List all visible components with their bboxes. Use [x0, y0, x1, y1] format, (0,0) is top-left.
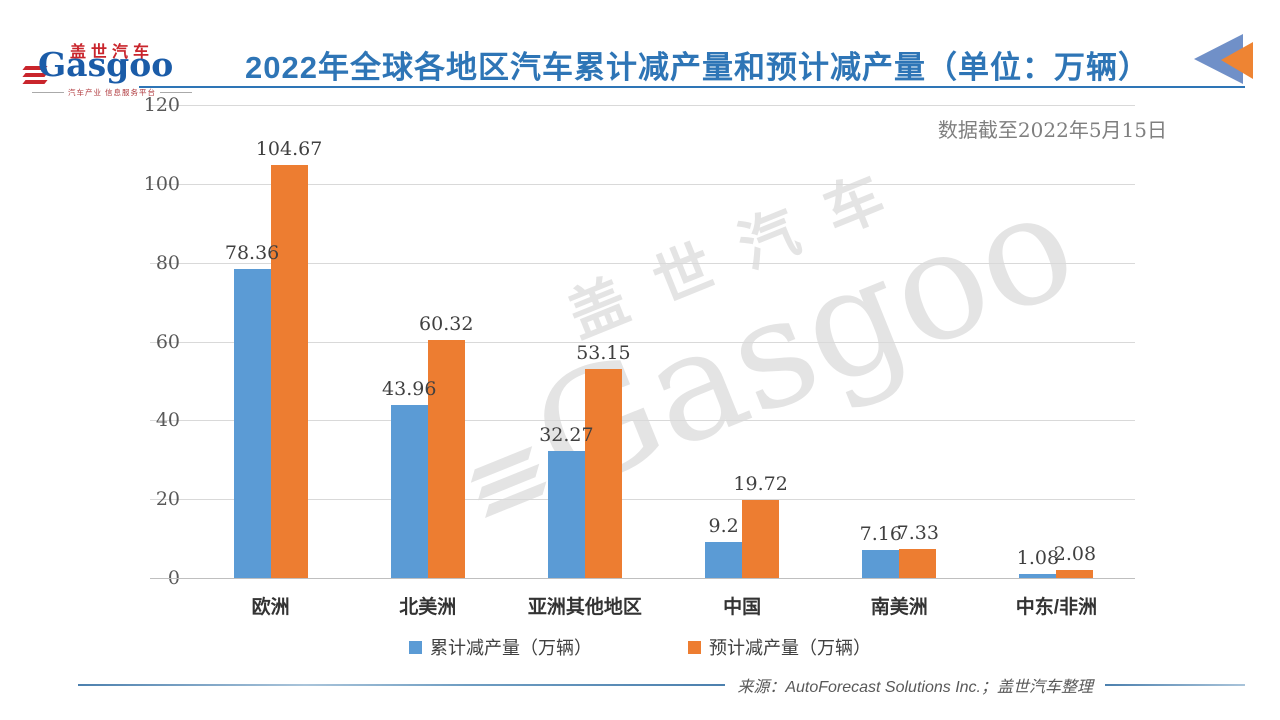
legend-swatch-icon — [409, 640, 422, 654]
bar — [547, 450, 585, 578]
bar — [233, 269, 271, 578]
category-slot-2: 43.96 60.32 — [349, 105, 506, 578]
bar — [1019, 573, 1057, 578]
bar-value-label: 7.16 — [859, 522, 902, 545]
gridline-80 — [150, 262, 1135, 264]
y-tick-100: 100 — [143, 172, 180, 195]
bar-value-label: 43.96 — [382, 377, 437, 400]
y-tick-120: 120 — [143, 94, 180, 116]
x-axis-line — [150, 578, 1135, 579]
bar-value-label: 2.08 — [1053, 542, 1097, 565]
source-text: 来源：AutoForecast Solutions Inc.；盖世汽车整理 — [737, 679, 1093, 696]
category-slot-1: 78.36 104.67 — [192, 105, 349, 578]
bar-value-label: 1.08 — [1016, 546, 1060, 569]
bar — [427, 340, 465, 578]
bar-value-label: 104.67 — [255, 138, 323, 161]
corner-triangles-icon — [1194, 34, 1253, 84]
bar — [705, 541, 743, 578]
legend-label: 累计减产量（万辆） — [430, 638, 592, 658]
header-rule — [139, 86, 1245, 88]
bar-value-label: 9.2 — [708, 514, 739, 537]
bar-value-label: 32.27 — [539, 423, 594, 446]
page-title: 2022年全球各地区汽车累计减产量和预计减产量（单位：万辆） — [245, 50, 1150, 85]
x-axis-label-4: 中国 — [723, 597, 762, 618]
logo-tagline-text: 汽车产业 信息服务平台 — [67, 88, 157, 97]
bar — [1056, 569, 1094, 578]
bar — [270, 165, 308, 578]
source-row: 来源：AutoForecast Solutions Inc.；盖世汽车整理 — [78, 676, 1245, 696]
legend: 累计减产量（万辆） 预计减产量（万辆） — [0, 634, 1280, 660]
legend-item-1: 累计减产量（万辆） — [409, 634, 592, 660]
y-tick-60: 60 — [155, 330, 180, 353]
x-axis-label-3: 亚洲其他地区 — [527, 597, 642, 618]
legend-item-2: 预计减产量（万辆） — [688, 634, 871, 660]
category-slot-4: 9.2 19.72 — [664, 105, 821, 578]
y-tick-80: 80 — [155, 251, 180, 274]
plot-area: 78.36 104.67 43.96 60.32 32.27 53.15 9.2 19.72 7… — [192, 105, 1135, 578]
category-slot-3: 32.27 53.15 — [506, 105, 663, 578]
bar-value-label: 53.15 — [576, 341, 631, 364]
legend-swatch-icon — [688, 640, 701, 654]
gridline-100 — [150, 183, 1135, 185]
bar — [584, 368, 622, 578]
source-divider-left — [78, 684, 726, 686]
bar-value-label: 78.36 — [224, 242, 280, 265]
gridline-60 — [150, 341, 1135, 343]
logo-en-text: Gasgoo — [38, 45, 174, 84]
bar-value-label: 19.72 — [733, 473, 788, 496]
x-axis-label-2: 北美洲 — [399, 597, 457, 618]
bar — [899, 549, 937, 578]
gridline-120 — [150, 105, 1135, 106]
x-axis-label-6: 中东/非洲 — [1015, 597, 1098, 618]
gasgoo-logo: 盖世汽车 Gasgoo 汽车产业 信息服务平台 — [22, 38, 192, 97]
x-axis-label-1: 欧洲 — [251, 597, 290, 618]
logo-cn-text: 盖世汽车 — [70, 44, 155, 61]
bar — [390, 404, 428, 578]
x-axis-label-5: 南美洲 — [870, 597, 928, 618]
category-slot-5: 7.16 7.33 — [821, 105, 978, 578]
bar — [742, 500, 780, 578]
gridline-20 — [150, 499, 1135, 501]
bar-value-label: 7.33 — [896, 522, 939, 545]
logo-tagline: 汽车产业 信息服务平台 — [32, 87, 192, 98]
x-axis-labels: 欧洲 北美洲 亚洲其他地区 中国 南美洲 中东/非洲 — [192, 592, 1135, 619]
source-divider-right — [1105, 684, 1245, 686]
category-slot-6: 1.08 2.08 — [978, 105, 1135, 578]
bar-value-label: 60.32 — [419, 313, 474, 336]
y-tick-20: 20 — [155, 488, 180, 511]
bar — [862, 549, 900, 578]
legend-label: 预计减产量（万辆） — [709, 638, 871, 658]
gridline-40 — [150, 420, 1135, 422]
y-tick-40: 40 — [155, 409, 180, 432]
data-cutoff-note: 数据截至2022年5月15日 — [937, 118, 1167, 142]
